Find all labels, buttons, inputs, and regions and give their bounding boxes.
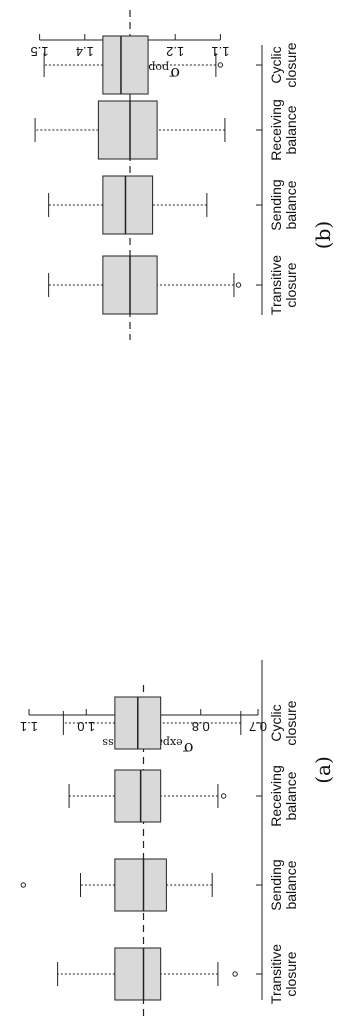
category-label-line2: closure [283, 262, 299, 307]
y-tick-label: 1.0 [77, 719, 95, 734]
outlier-point [217, 62, 224, 68]
category-label-line1: Sending [268, 179, 284, 230]
category-label-line2: balance [283, 105, 299, 154]
category-label-line2: balance [283, 771, 299, 820]
category-label-line1: Sending [268, 859, 284, 910]
y-axis-label-symbol: σ [183, 739, 194, 758]
outlier-point [20, 882, 26, 888]
y-tick-label: 0.8 [192, 719, 210, 734]
box-4: Transitive closure [57, 944, 299, 1004]
chart-panel-b: 1.11.21.31.41.5σpopularityCyclicclosureR… [31, 10, 335, 340]
category-label-line1: Receiving [268, 99, 284, 160]
category-label-line1: Transitive [268, 944, 284, 1004]
y-axis-label-symbol: σ [169, 64, 180, 83]
category-label-line2: closure [283, 951, 299, 996]
y-tick-label: 1.5 [31, 44, 49, 59]
box-1: Cyclic closure [62, 696, 299, 750]
box-iqr [114, 858, 167, 912]
box-iqr [102, 175, 154, 235]
box-iqr [114, 947, 162, 1001]
outlier-point [235, 282, 242, 288]
y-tick-label: 1.4 [76, 44, 94, 59]
box-4: Transitive closure [48, 255, 299, 315]
box-3: Sending balance [20, 858, 299, 912]
box-iqr [97, 100, 158, 160]
box-2: Receiving balance [34, 99, 299, 161]
category-label-line2: closure [283, 700, 299, 745]
category-label-line1: Cyclic [268, 704, 284, 741]
y-tick-label: 0.7 [249, 719, 267, 734]
box-iqr [102, 35, 149, 95]
box-iqr [114, 769, 162, 823]
category-label-line2: balance [283, 180, 299, 229]
category-label-line1: Transitive [268, 255, 284, 315]
box-1: Cyclic closure [43, 35, 299, 95]
category-label-line1: Receiving [268, 765, 284, 826]
box-2: Receiving balance [68, 765, 299, 827]
category-label-line1: Cyclic [268, 46, 284, 83]
panel-label: (b) [311, 221, 335, 249]
category-label-line2: closure [283, 42, 299, 87]
panel-label: (a) [311, 756, 335, 784]
outlier-point [220, 793, 227, 799]
y-tick-label: 1.2 [166, 44, 184, 59]
y-tick-label: 1.1 [211, 44, 229, 59]
box-3: Sending balance [48, 175, 299, 235]
category-label-line2: balance [283, 860, 299, 909]
y-tick-label: 1.1 [20, 719, 38, 734]
chart-panel-a: 0.70.80.91.01.1σexpansivenessCyclicclosu… [20, 660, 335, 1020]
outlier-point [232, 971, 238, 977]
